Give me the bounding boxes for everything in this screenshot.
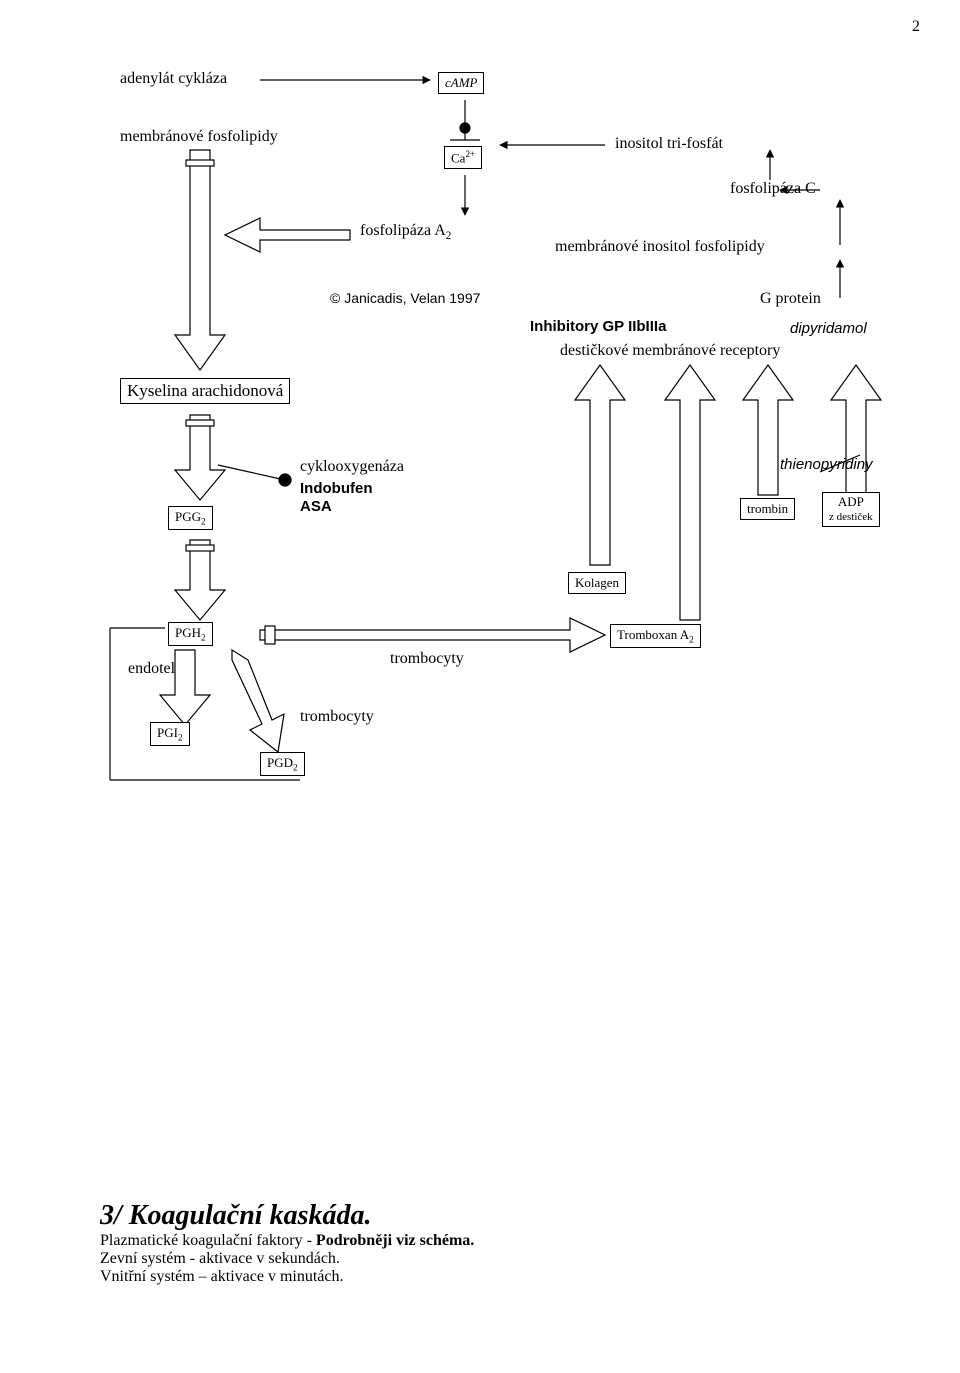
text-line3: Vnitřní systém – aktivace v minutách. <box>100 1268 860 1286</box>
label-fosfolipaza-a2: fosfolipáza A2 <box>360 222 451 242</box>
diagram-svg <box>0 0 960 820</box>
page: 2 <box>0 0 960 1373</box>
label-g-protein: G protein <box>760 290 821 308</box>
label-asa: ASA <box>300 498 332 515</box>
label-inhibitory: Inhibitory GP IIbIIIa <box>530 318 666 335</box>
box-adp: ADP z destiček <box>822 492 880 527</box>
label-adenylat-cyklaza: adenylát cykláza <box>120 70 227 88</box>
box-pgd2: PGD2 <box>260 752 305 776</box>
label-copyright: © Janicadis, Velan 1997 <box>330 290 480 306</box>
box-trombin: trombin <box>740 498 795 520</box>
label-cyklooxygenaza: cyklooxygenáza <box>300 458 404 476</box>
label-indobufen: Indobufen <box>300 480 372 497</box>
label-dipyridamol: dipyridamol <box>790 320 867 337</box>
heading-koagulacni-kaskada: 3/ Koagulační kaskáda. <box>100 1200 860 1232</box>
label-membranove-fosfolipidy: membránové fosfolipidy <box>120 128 278 146</box>
label-trombocyty-2: trombocyty <box>300 708 374 726</box>
label-membranove-inositol: membránové inositol fosfolipidy <box>555 238 765 256</box>
box-kolagen: Kolagen <box>568 572 626 594</box>
box-camp: cAMP <box>438 72 484 94</box>
label-desticky-receptory: destičkové membránové receptory <box>560 342 780 360</box>
label-thienopyridiny: thienopyridiny <box>780 456 873 473</box>
label-fosfolipaza-c: fosfolipáza C <box>730 180 816 198</box>
box-kyselina-arachidonova: Kyselina arachidonová <box>120 378 290 404</box>
label-trombocyty-1: trombocyty <box>390 650 464 668</box>
text-line2: Zevní systém - aktivace v sekundách. <box>100 1250 860 1268</box>
box-pgi2: PGI2 <box>150 722 190 746</box>
text-line1: Plazmatické koagulační faktory - Podrobn… <box>100 1232 860 1250</box>
label-endotel: endotel <box>128 660 175 678</box>
section-text: 3/ Koagulační kaskáda. Plazmatické koagu… <box>100 1200 860 1286</box>
label-inositol-trifosfat: inositol tri-fosfát <box>615 135 723 153</box>
box-ca2: Ca2+ <box>444 146 482 169</box>
box-tromboxan: Tromboxan A2 <box>610 624 701 648</box>
box-pgh2: PGH2 <box>168 622 213 646</box>
box-pgg2: PGG2 <box>168 506 213 530</box>
